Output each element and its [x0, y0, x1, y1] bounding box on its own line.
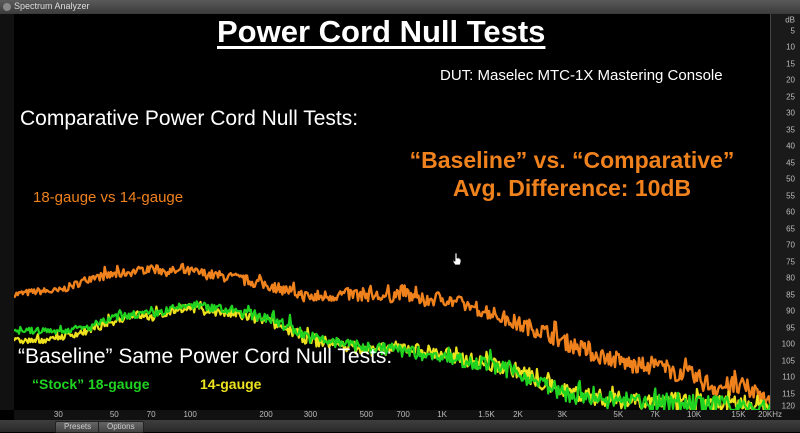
bottom-toolbar: Presets Options — [0, 420, 800, 433]
x-tick-label: 30 — [53, 410, 63, 419]
x-axis-frequency-scale: 30 50 70 100 200 300 500 700 1K 1.5K 2K 3K 5K 7K 10K 15… — [14, 410, 800, 420]
x-tick-label: 2K — [513, 410, 523, 419]
legend-green-series: “Stock” 18-gauge — [32, 376, 150, 392]
y-tick-label: 85 — [786, 290, 795, 299]
series-line-0 — [14, 262, 770, 407]
x-tick-label: 3K — [557, 410, 568, 419]
x-tick-label: 1.5K — [478, 410, 495, 419]
y-tick-label: 60 — [786, 207, 795, 217]
y-tick-label: dB — [785, 15, 795, 25]
y-tick-label: 70 — [786, 240, 795, 250]
mouse-cursor-icon — [452, 252, 462, 266]
close-icon[interactable] — [3, 3, 11, 11]
x-tick-label: 5K — [613, 410, 624, 419]
x-tick-label: 300 — [303, 410, 318, 419]
y-tick-label: 35 — [786, 125, 795, 134]
x-tick-label: 700 — [396, 410, 410, 419]
y-tick-label: 95 — [786, 323, 795, 332]
y-axis-db-scale: dB 5 10 15 20 25 30 35 40 45 50 55 60 65 70 75 80 85 90 95 1… — [770, 14, 800, 411]
y-tick-label: 65 — [786, 224, 795, 233]
section-label-comparative: Comparative Power Cord Null Tests: — [20, 107, 359, 130]
x-tick-label: 1K — [437, 410, 448, 419]
y-tick-label: 120 — [781, 401, 795, 411]
options-button[interactable]: Options — [98, 421, 144, 433]
y-tick-label: 20 — [786, 75, 795, 85]
chart-subtitle: DUT: Maselec MTC-1X Mastering Console — [440, 67, 723, 84]
highlight-line-2: Avg. Difference: 10dB — [452, 175, 692, 201]
x-tick-label: 200 — [259, 410, 273, 419]
x-tick-label: 15K — [731, 410, 746, 419]
y-tick-label: 10 — [786, 42, 795, 52]
x-tick-label: 500 — [359, 410, 373, 419]
x-tick-label: 50 — [109, 410, 119, 419]
y-tick-label: 25 — [786, 92, 795, 101]
highlight-line-1: “Baseline” vs. “Comparative” — [409, 147, 735, 173]
y-tick-label: 45 — [786, 158, 795, 167]
y-tick-label: 30 — [786, 108, 795, 118]
x-tick-label: 20KHz — [757, 410, 783, 419]
y-tick-label: 50 — [786, 174, 795, 184]
y-tick-label: 15 — [786, 59, 795, 68]
window-title: Spectrum Analyzer — [14, 1, 90, 11]
series-line-1 — [14, 300, 770, 410]
spectrum-chart — [14, 262, 770, 410]
y-tick-label: 55 — [786, 191, 795, 200]
legend-yellow-series: 14-gauge — [200, 376, 262, 392]
y-tick-label: 80 — [786, 273, 795, 283]
y-tick-label: 105 — [781, 356, 795, 365]
y-tick-label: 115 — [782, 389, 795, 398]
y-tick-label: 75 — [786, 257, 795, 266]
y-tick-label: 110 — [782, 372, 795, 382]
y-tick-label: 40 — [786, 141, 795, 151]
x-tick-label: 100 — [183, 410, 197, 419]
window-title-bar[interactable]: Spectrum Analyzer — [0, 0, 800, 15]
y-tick-label: 5 — [790, 26, 795, 35]
y-tick-label: 90 — [786, 306, 795, 316]
x-tick-label: 70 — [146, 410, 156, 419]
highlight-annotation: “Baseline” vs. “Comparative” Avg. Differ… — [372, 146, 772, 202]
x-tick-label: 7K — [650, 410, 660, 419]
x-tick-label: 10K — [687, 410, 702, 419]
legend-orange-series: 18-gauge vs 14-gauge — [33, 189, 184, 206]
left-strip — [0, 14, 14, 410]
presets-button[interactable]: Presets — [55, 421, 101, 433]
chart-title: Power Cord Null Tests — [217, 14, 546, 49]
y-tick-label: 100 — [781, 339, 795, 349]
section-label-baseline: “Baseline” Same Power Cord Null Tests: — [18, 345, 393, 368]
